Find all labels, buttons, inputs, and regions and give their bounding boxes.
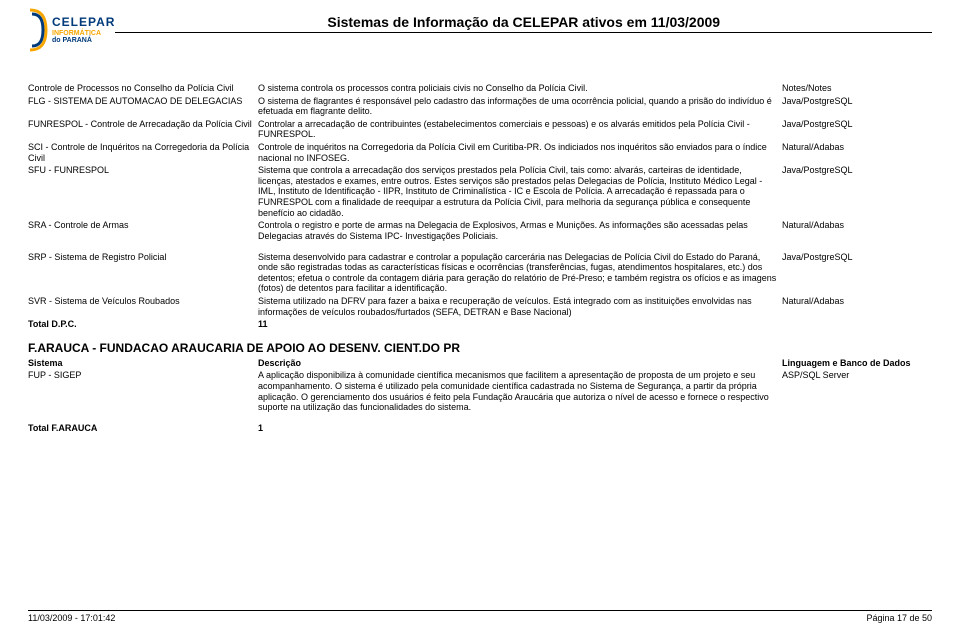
section-2-title: F.ARAUCA - FUNDACAO ARAUCARIA DE APOIO A… xyxy=(28,341,932,355)
cell-sistema: SRP - Sistema de Registro Policial xyxy=(28,251,258,295)
total-label-2: Total F.ARAUCA xyxy=(28,422,258,435)
table-row: SVR - Sistema de Veículos RoubadosSistem… xyxy=(28,295,932,318)
page-title-text: Sistemas de Informação da CELEPAR ativos… xyxy=(327,14,720,30)
table-section-2: Sistema Descrição Linguagem e Banco de D… xyxy=(28,357,932,435)
table-row: SCI - Controle de Inquéritos na Correged… xyxy=(28,141,932,164)
table-row: FUNRESPOL - Controle de Arrecadação da P… xyxy=(28,118,932,141)
total-row-2: Total F.ARAUCA 1 xyxy=(28,422,932,435)
table-row: SRA - Controle de ArmasControla o regist… xyxy=(28,219,932,242)
footer-right: Página 17 de 50 xyxy=(866,613,932,623)
cell-descricao: Sistema desenvolvido para cadastrar e co… xyxy=(258,251,782,295)
cell-descricao: A aplicação disponibiliza à comunidade c… xyxy=(258,369,782,413)
cell-descricao: O sistema controla os processos contra p… xyxy=(258,82,782,95)
cell-linguagem: Java/PostgreSQL xyxy=(782,164,932,219)
table-row: FUP - SIGEPA aplicação disponibiliza à c… xyxy=(28,369,932,413)
cell-descricao: Controle de inquéritos na Corregedoria d… xyxy=(258,141,782,164)
table-section-1: Controle de Processos no Conselho da Pol… xyxy=(28,82,932,331)
logo: CELEPAR INFORMÁTICA do PARANÁ xyxy=(28,8,115,52)
cell-linguagem: Java/PostgreSQL xyxy=(782,118,932,141)
cell-descricao: Controlar a arrecadação de contribuintes… xyxy=(258,118,782,141)
cell-descricao: Controla o registro e porte de armas na … xyxy=(258,219,782,242)
cell-linguagem: Natural/Adabas xyxy=(782,219,932,242)
logo-sub2: do PARANÁ xyxy=(52,37,115,44)
cell-descricao: Sistema que controla a arrecadação dos s… xyxy=(258,164,782,219)
cell-sistema: Controle de Processos no Conselho da Pol… xyxy=(28,82,258,95)
cell-linguagem: ASP/SQL Server xyxy=(782,369,932,413)
cell-sistema: SCI - Controle de Inquéritos na Correged… xyxy=(28,141,258,164)
header-sistema: Sistema xyxy=(28,357,258,370)
cell-sistema: FUP - SIGEP xyxy=(28,369,258,413)
cell-sistema: SRA - Controle de Armas xyxy=(28,219,258,242)
cell-sistema: SFU - FUNRESPOL xyxy=(28,164,258,219)
table-row: FLG - SISTEMA DE AUTOMACAO DE DELEGACIAS… xyxy=(28,95,932,118)
cell-descricao: Sistema utilizado na DFRV para fazer a b… xyxy=(258,295,782,318)
footer: 11/03/2009 - 17:01:42 Página 17 de 50 xyxy=(28,610,932,623)
title-underline xyxy=(115,32,932,33)
total-value-2: 1 xyxy=(258,422,782,435)
table-row: SFU - FUNRESPOLSistema que controla a ar… xyxy=(28,164,932,219)
header-linguagem: Linguagem e Banco de Dados xyxy=(782,357,932,370)
cell-linguagem: Natural/Adabas xyxy=(782,141,932,164)
cell-sistema: FUNRESPOL - Controle de Arrecadação da P… xyxy=(28,118,258,141)
section-2-headers: Sistema Descrição Linguagem e Banco de D… xyxy=(28,357,932,370)
total-label-1: Total D.P.C. xyxy=(28,318,258,331)
logo-sub1: INFORMÁTICA xyxy=(52,30,115,37)
total-row-1: Total D.P.C. 11 xyxy=(28,318,932,331)
table-row: Controle de Processos no Conselho da Pol… xyxy=(28,82,932,95)
total-value-1: 11 xyxy=(258,318,782,331)
cell-sistema: FLG - SISTEMA DE AUTOMACAO DE DELEGACIAS xyxy=(28,95,258,118)
cell-linguagem: Java/PostgreSQL xyxy=(782,251,932,295)
table-row: SRP - Sistema de Registro PolicialSistem… xyxy=(28,251,932,295)
cell-linguagem: Java/PostgreSQL xyxy=(782,95,932,118)
logo-icon xyxy=(28,8,48,52)
cell-descricao: O sistema de flagrantes é responsável pe… xyxy=(258,95,782,118)
logo-brand: CELEPAR xyxy=(52,16,115,28)
footer-left: 11/03/2009 - 17:01:42 xyxy=(28,613,115,623)
cell-sistema: SVR - Sistema de Veículos Roubados xyxy=(28,295,258,318)
cell-linguagem: Natural/Adabas xyxy=(782,295,932,318)
header-descricao: Descrição xyxy=(258,357,782,370)
page-title: Sistemas de Informação da CELEPAR ativos… xyxy=(115,8,932,33)
cell-linguagem: Notes/Notes xyxy=(782,82,932,95)
